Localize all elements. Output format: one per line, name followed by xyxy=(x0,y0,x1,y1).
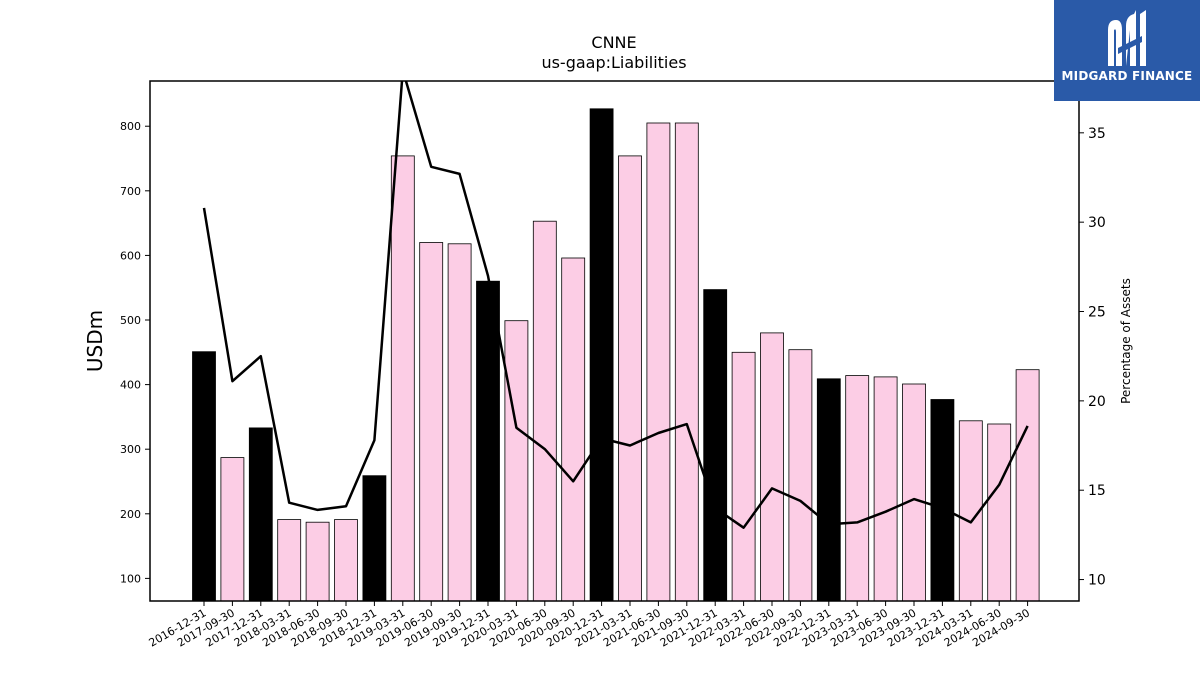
bar-2023-06-30 xyxy=(873,376,898,602)
bar-2024-09-30 xyxy=(1015,369,1040,602)
bar-2023-12-31 xyxy=(930,399,955,602)
bar-2022-03-31 xyxy=(731,351,756,602)
bar-2022-06-30 xyxy=(760,332,784,602)
bar-2020-12-31 xyxy=(589,108,614,602)
y-tick-label: 800 xyxy=(120,120,141,133)
y-axis-right: 10 15 20 25 30 35 xyxy=(1079,126,1106,589)
y-axis-left: 100 200 300 400 500 600 700 800 xyxy=(120,120,150,585)
y2-tick-label: 20 xyxy=(1088,394,1106,410)
bar-2020-03-31 xyxy=(504,320,529,602)
bar-2021-03-31 xyxy=(618,155,642,602)
bar-2022-09-30 xyxy=(788,349,813,602)
plot-frame xyxy=(149,80,1080,602)
bar-2018-06-30 xyxy=(305,521,330,602)
bar-2019-09-30 xyxy=(447,243,472,602)
bar-2021-12-31 xyxy=(703,289,728,602)
bar-2024-06-30 xyxy=(987,423,1012,602)
bar-2016-12-31 xyxy=(192,351,216,602)
bar-2021-09-30 xyxy=(674,122,699,602)
y-tick-label: 200 xyxy=(120,508,141,521)
midgard-finance-logo: MIDGARD FINANCE xyxy=(1054,0,1200,101)
y-tick-label: 300 xyxy=(120,443,141,456)
y-tick-label: 400 xyxy=(120,379,141,392)
y2-axis-label: Percentage of Assets xyxy=(1119,278,1133,404)
chart-title: CNNE xyxy=(591,33,636,52)
x-axis: 2016-12-312017-09-302017-12-312018-03-31… xyxy=(147,601,1032,650)
bar-2019-12-31 xyxy=(476,280,500,602)
logo-text: MIDGARD FINANCE xyxy=(1061,69,1193,83)
y-tick-label: 500 xyxy=(120,314,141,327)
bar-2023-09-30 xyxy=(902,383,926,602)
logo-mark-icon xyxy=(1108,10,1146,66)
bar-2017-12-31 xyxy=(248,427,273,602)
bar-2020-06-30 xyxy=(532,220,557,602)
bar-2021-06-30 xyxy=(646,122,671,602)
y-tick-label: 100 xyxy=(120,572,141,585)
y2-tick-label: 35 xyxy=(1088,126,1106,142)
y2-tick-label: 10 xyxy=(1088,573,1106,589)
y2-tick-label: 25 xyxy=(1088,305,1106,321)
bar-2017-09-30 xyxy=(220,457,245,602)
y-tick-label: 600 xyxy=(120,249,141,262)
bar-2018-09-30 xyxy=(334,519,358,602)
line-group xyxy=(202,81,1029,529)
y2-tick-label: 30 xyxy=(1088,215,1106,231)
bar-2023-03-31 xyxy=(845,375,870,602)
y2-tick-label: 15 xyxy=(1088,483,1106,499)
bar-2019-03-31 xyxy=(390,155,415,602)
y-axis-label: USDm xyxy=(83,310,107,372)
bar-2018-12-31 xyxy=(362,475,387,602)
bar-2022-12-31 xyxy=(816,378,841,602)
bar-2020-09-30 xyxy=(561,257,586,602)
y-tick-label: 700 xyxy=(120,185,141,198)
bar-2018-03-31 xyxy=(277,519,302,602)
line-percentage-of-assets xyxy=(202,81,1029,529)
bars-group xyxy=(192,108,1040,602)
bar-2019-06-30 xyxy=(419,242,444,602)
chart-subtitle: us-gaap:Liabilities xyxy=(541,53,686,72)
